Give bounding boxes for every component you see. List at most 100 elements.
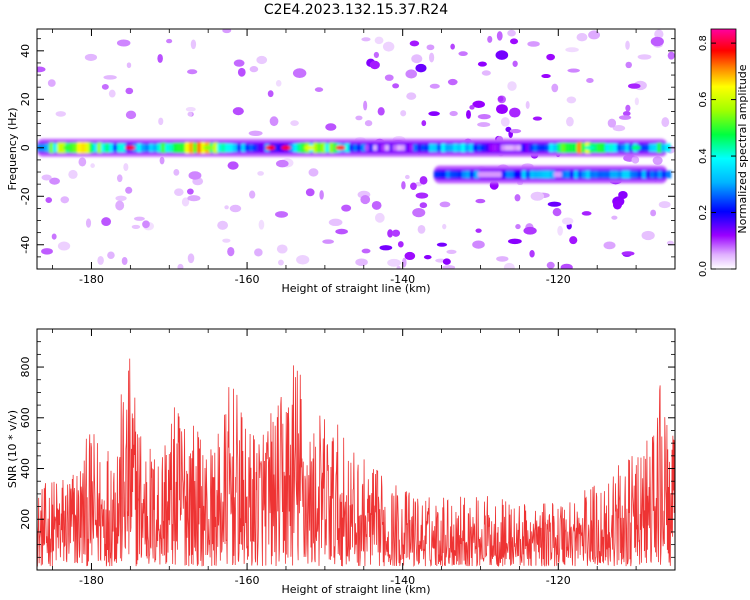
spectrogram-band-cell [277,144,283,152]
spectrogram-noise-cell [131,224,141,229]
spectrogram-band-cell [389,144,395,152]
spectrogram-noise-cell [103,75,117,80]
spectrogram-band-cell [145,143,151,152]
spectrogram-noise-cell [341,204,352,212]
spectrogram-band-cell [593,143,599,153]
spectrogram-band-cell [521,144,527,152]
spectrogram-band-cell [509,170,516,179]
spectrogram-noise-cell [415,192,429,199]
spectrogram-noise-cell [227,161,239,170]
spectrogram-noise-cell [227,246,235,257]
spectrogram-noise-cell [652,156,663,165]
spectrogram-noise-cell [421,120,427,127]
spectrogram-band-cell [121,143,127,153]
spectrogram-band-cell [645,171,652,178]
spectrogram-noise-cell [650,36,664,47]
spectrogram-noise-cell [654,29,664,39]
spectrogram-band-cell [301,142,307,153]
spectrogram-band-cell [357,144,363,152]
spectrogram-noise-cell [379,245,393,251]
spectrogram-band-cell [533,143,539,152]
spectrogram-noise-cell [409,40,420,47]
spectrogram-noise-cell [661,117,670,128]
spectrogram-band-cell [273,144,279,152]
spectrogram-band-cell [625,143,631,153]
spectrogram-band-cell [589,170,596,179]
spectrogram-band-cell [445,170,452,179]
spectrogram-hotspot [584,145,595,151]
spectrogram-noise-cell [466,109,471,119]
spectrogram-noise-cell [116,174,123,183]
spectrogram-noise-cell [423,254,432,260]
spectrogram-noise-cell [546,261,555,269]
spectrogram-band-cell [481,144,487,152]
spectrogram-band-cell [605,143,611,153]
spectrogram-band-cell [521,170,528,179]
spectrogram-band-cell [501,170,508,178]
spectrogram-noise-cell [85,218,92,228]
spectrogram-noise-cell [101,84,109,90]
spectrogram-band-cell [89,142,95,153]
spectrogram-noise-cell [637,54,652,60]
spectrogram-band-cell [597,170,604,179]
spectrogram-noise-cell [374,212,385,223]
spectrogram-hotspot [265,145,276,151]
figure-title: C2E4.2023.132.15.37.R24 [264,2,448,18]
spectrogram-band-cell [549,170,556,179]
spectrogram-band-cell [517,145,523,151]
spectrogram-noise-cell [257,171,264,176]
spectrogram-band-cell [225,143,231,153]
spectrogram-noise-cell [387,229,394,238]
spectrogram-noise-cell [552,207,562,217]
spectrogram-band-cell [49,142,55,153]
spectrogram-band-cell [165,143,171,153]
spectrogram-noise-cell [314,87,324,92]
spectrogram-noise-cell [530,191,545,201]
spectrogram-band-cell [501,144,507,151]
spectrogram-band-cell [317,142,323,153]
spectrogram-noise-cell [335,228,348,235]
spectrogram-band-cell [621,143,627,152]
spectrogram-band-cell [473,144,479,152]
spectrogram-band-cell [433,143,439,152]
spectrogram-band-cell [549,143,555,153]
spectrogram-noise-cell [628,83,641,89]
spectrogram-band-cell [533,170,540,179]
spectrogram-band-cell [425,144,431,152]
spectrogram-noise-cell [125,87,134,95]
spectrogram-noise-cell [551,83,559,93]
spectrogram-noise-cell [90,163,95,168]
spectrogram-noise-cell [233,59,245,67]
spectrogram-noise-cell [442,258,451,265]
spectrogram-band [433,165,672,184]
spectrogram-noise-cell [496,256,509,262]
spectrogram-y-tick-label: -20 [19,187,32,205]
spectrogram-noise-cell [363,100,368,111]
spectrogram-noise-cell [377,107,385,116]
spectrogram-noise-cell [560,263,573,269]
spectrogram-band-cell [117,143,123,153]
spectrogram-band-cell [661,170,668,179]
spectrogram-band-cell [149,143,155,153]
spectrogram-noise-cell [417,224,426,234]
spectrogram-noise-cell [290,120,299,126]
spectrogram-noise-cell [625,40,630,50]
snr-x-tick-label: -120 [546,574,571,587]
spectrogram-noise-cell [576,33,588,42]
spectrogram-noise-cell [361,37,371,42]
spectrogram-band-cell [537,170,544,179]
spectrogram-y-tick-label: 40 [19,44,32,58]
spectrogram-hotspot [63,145,74,151]
spectrogram-noise-cell [527,41,540,47]
spectrogram-noise-cell [187,195,201,202]
spectrogram-noise-cell [503,262,515,269]
spectrogram-noise-cell [254,248,263,257]
spectrogram-band-cell [377,144,383,152]
spectrogram-band-cell [257,144,263,152]
spectrogram-noise-cell [374,36,384,45]
spectrogram-noise-cell [507,238,522,245]
spectrogram-noise-cell [666,240,674,246]
spectrogram-noise-cell [509,129,522,134]
spectrogram-noise-cell [269,116,279,127]
spectrogram-noise-cell [634,97,639,106]
